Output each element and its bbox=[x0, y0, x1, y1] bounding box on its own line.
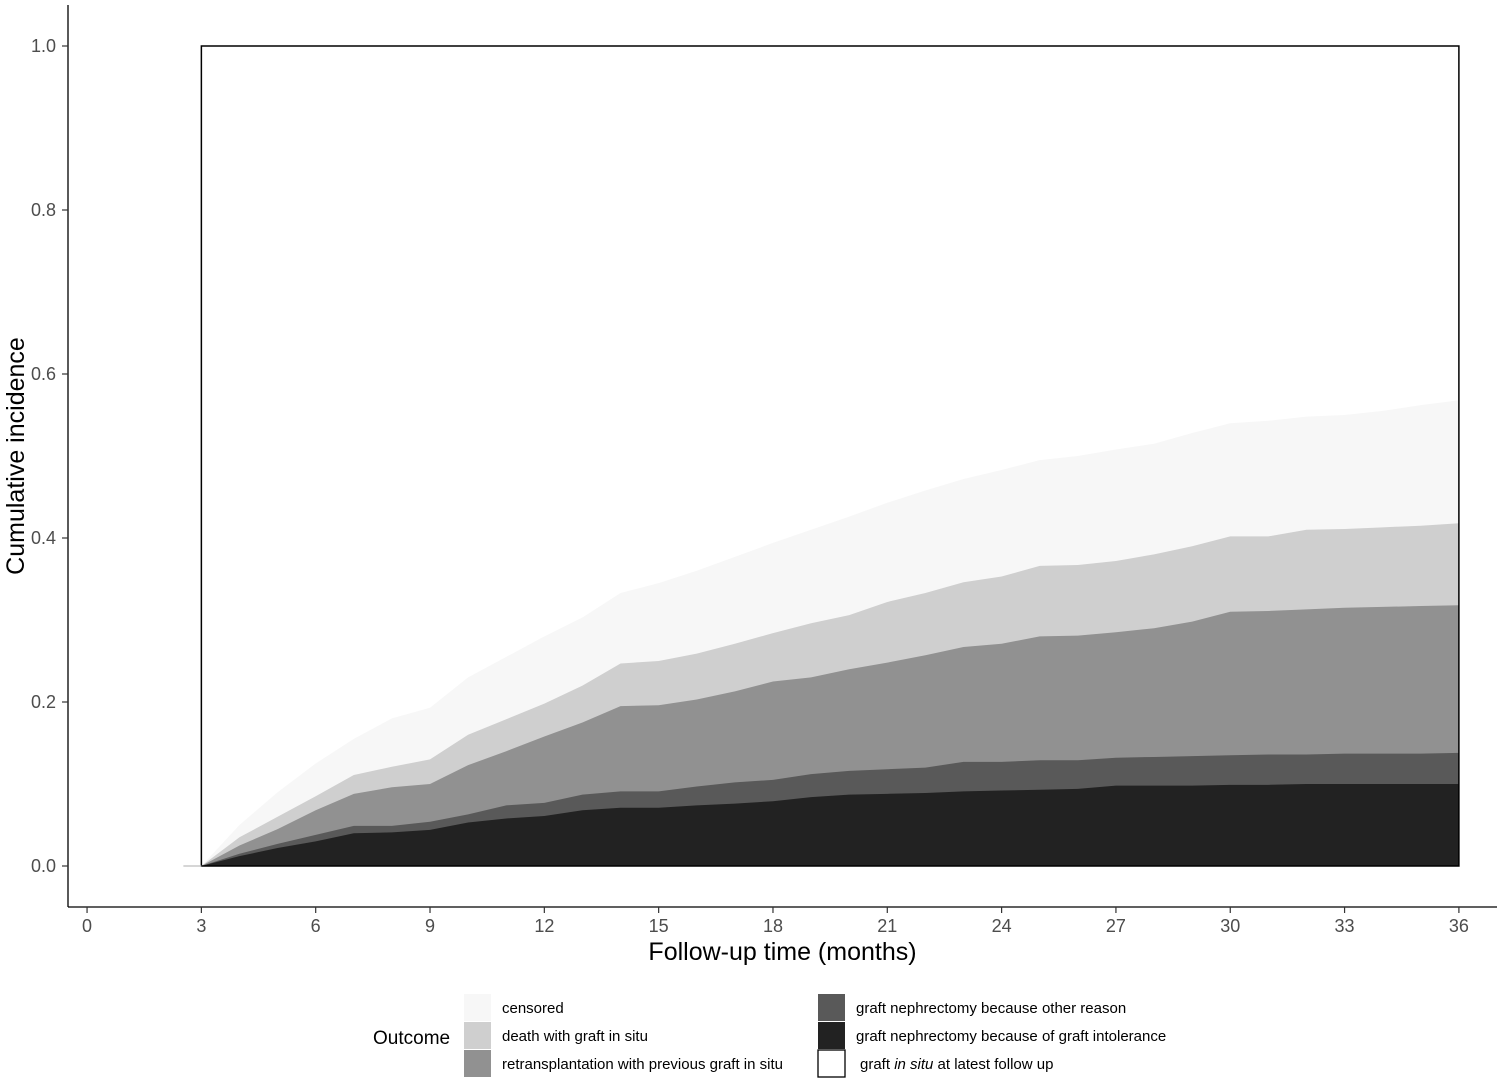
x-tick-label: 24 bbox=[992, 916, 1012, 936]
y-tick-label: 0.0 bbox=[31, 856, 56, 876]
legend: Outcome censored death with graft in situ… bbox=[373, 994, 1166, 1078]
legend-label: retransplantation with previous graft in… bbox=[502, 1056, 783, 1073]
area-graft-nephrectomy-because-of-graft-intolerance bbox=[201, 784, 1459, 866]
legend-swatch bbox=[818, 1022, 845, 1049]
legend-label: graft in situ at latest follow up bbox=[860, 1056, 1053, 1073]
x-tick-label: 15 bbox=[649, 916, 669, 936]
legend-label: censored bbox=[502, 1000, 564, 1017]
stacked-area-layers bbox=[183, 45, 1460, 867]
y-tick-label: 0.6 bbox=[31, 364, 56, 384]
y-tick-label: 0.4 bbox=[31, 528, 56, 548]
x-tick-label: 9 bbox=[425, 916, 435, 936]
legend-swatch bbox=[817, 1049, 846, 1078]
legend-label: death with graft in situ bbox=[502, 1028, 648, 1045]
x-tick-label: 30 bbox=[1220, 916, 1240, 936]
x-tick-label: 0 bbox=[82, 916, 92, 936]
x-tick-label: 21 bbox=[877, 916, 897, 936]
x-tick-label: 27 bbox=[1106, 916, 1126, 936]
y-tick-label: 0.8 bbox=[31, 200, 56, 220]
legend-swatch bbox=[464, 1050, 491, 1077]
legend-swatch bbox=[464, 1022, 491, 1049]
y-tick-label: 0.2 bbox=[31, 692, 56, 712]
legend-label: graft nephrectomy because other reason bbox=[856, 1000, 1126, 1017]
y-axis-title: Cumulative incidence bbox=[2, 337, 30, 575]
axes bbox=[67, 5, 1497, 908]
legend-swatch bbox=[464, 994, 491, 1021]
legend-swatch bbox=[818, 994, 845, 1021]
x-tick-label: 6 bbox=[311, 916, 321, 936]
y-axis-ticks: 0.0 0.2 0.4 0.6 0.8 1.0 bbox=[31, 36, 68, 876]
x-tick-label: 18 bbox=[763, 916, 783, 936]
x-tick-label: 33 bbox=[1335, 916, 1355, 936]
legend-label: graft nephrectomy because of graft intol… bbox=[856, 1028, 1166, 1045]
x-axis-title: Follow-up time (months) bbox=[648, 938, 916, 966]
x-tick-label: 3 bbox=[196, 916, 206, 936]
area-outline bbox=[200, 45, 1460, 867]
x-tick-label: 12 bbox=[534, 916, 554, 936]
y-tick-label: 1.0 bbox=[31, 36, 56, 56]
legend-title: Outcome bbox=[373, 1028, 450, 1049]
x-tick-label: 36 bbox=[1449, 916, 1469, 936]
x-axis-ticks: 0 3 6 9 12 15 18 21 24 27 30 33 36 bbox=[82, 907, 1469, 936]
